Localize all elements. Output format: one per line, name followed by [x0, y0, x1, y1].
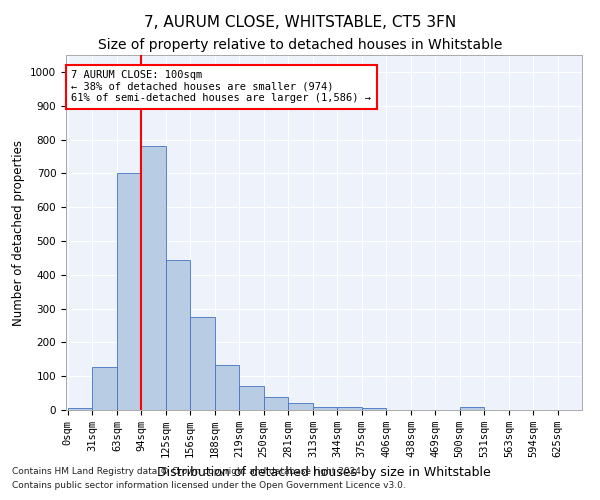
X-axis label: Distribution of detached houses by size in Whitstable: Distribution of detached houses by size …	[157, 466, 491, 478]
Bar	[92, 367, 117, 410]
Bar	[190, 317, 215, 410]
Bar	[141, 146, 166, 410]
Bar	[313, 406, 337, 410]
Y-axis label: Number of detached properties: Number of detached properties	[11, 140, 25, 326]
Text: 7, AURUM CLOSE, WHITSTABLE, CT5 3FN: 7, AURUM CLOSE, WHITSTABLE, CT5 3FN	[144, 15, 456, 30]
Text: Contains public sector information licensed under the Open Government Licence v3: Contains public sector information licen…	[12, 481, 406, 490]
Bar	[68, 408, 92, 410]
Text: 7 AURUM CLOSE: 100sqm
← 38% of detached houses are smaller (974)
61% of semi-det: 7 AURUM CLOSE: 100sqm ← 38% of detached …	[71, 70, 371, 103]
Bar	[263, 397, 288, 410]
Bar	[460, 408, 484, 410]
Bar	[337, 406, 362, 410]
Bar	[215, 365, 239, 410]
Text: Contains HM Land Registry data © Crown copyright and database right 2024.: Contains HM Land Registry data © Crown c…	[12, 468, 364, 476]
Text: Size of property relative to detached houses in Whitstable: Size of property relative to detached ho…	[98, 38, 502, 52]
Bar	[166, 260, 190, 410]
Bar	[288, 402, 313, 410]
Bar	[117, 174, 141, 410]
Bar	[239, 386, 263, 410]
Bar	[362, 408, 386, 410]
